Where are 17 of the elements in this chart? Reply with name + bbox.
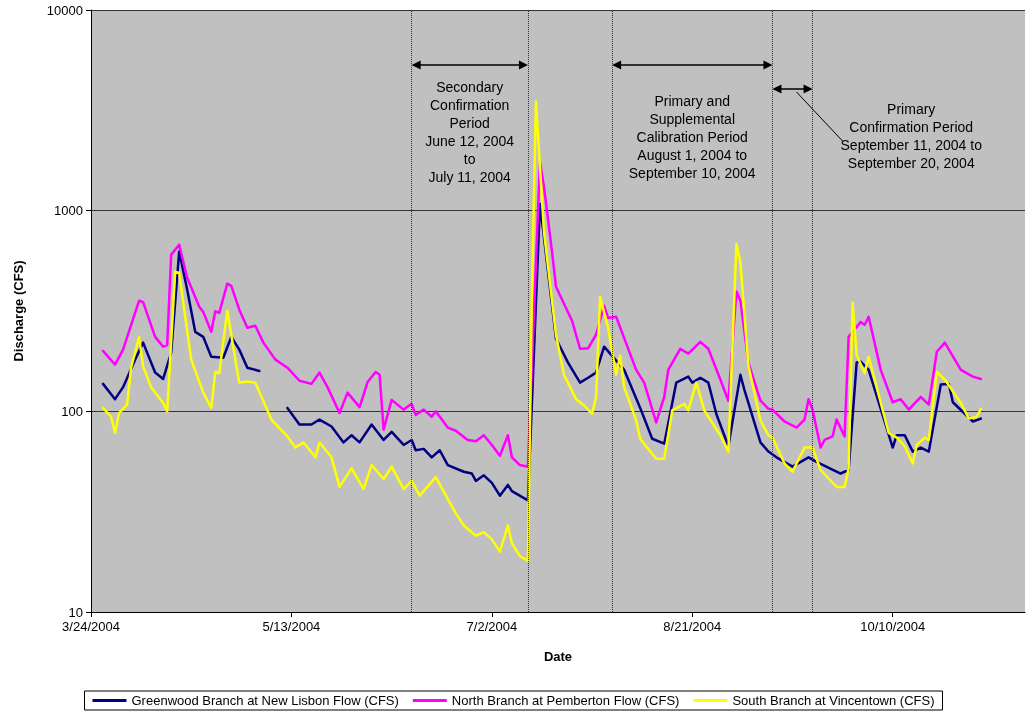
x-tick-label: 8/21/2004 [663, 619, 722, 634]
x-tick-label: 5/13/2004 [262, 619, 321, 634]
legend-label: South Branch at Vincentown (CFS) [732, 693, 935, 708]
x-axis-title: Date [543, 649, 573, 664]
annotation: Primary and Supplemental Calibration Period August 1, 2004 to September 10, 2004 [628, 92, 756, 182]
annotation: Primary Confirmation Period September 11, 2004 to September 20, 2004 [840, 100, 982, 172]
annotation: Secondary Confirmation Period June 12, 2004 to July 11, 2004 [425, 78, 515, 186]
x-tick-label: 7/2/2004 [466, 619, 518, 634]
x-tick-label: 10/10/2004 [860, 619, 926, 634]
y-tick-label: 10000 [46, 2, 83, 18]
y-tick-label: 10 [68, 604, 83, 620]
legend-label: North Branch at Pemberton Flow (CFS) [451, 693, 680, 708]
legend-label: Greenwood Branch at New Lisbon Flow (CFS) [131, 693, 399, 708]
x-tick-label: 3/24/2004 [62, 619, 120, 634]
y-tick-label: 1000 [54, 203, 83, 219]
y-tick-label: 100 [61, 403, 83, 419]
y-axis-title: Discharge (CFS) [11, 260, 26, 362]
